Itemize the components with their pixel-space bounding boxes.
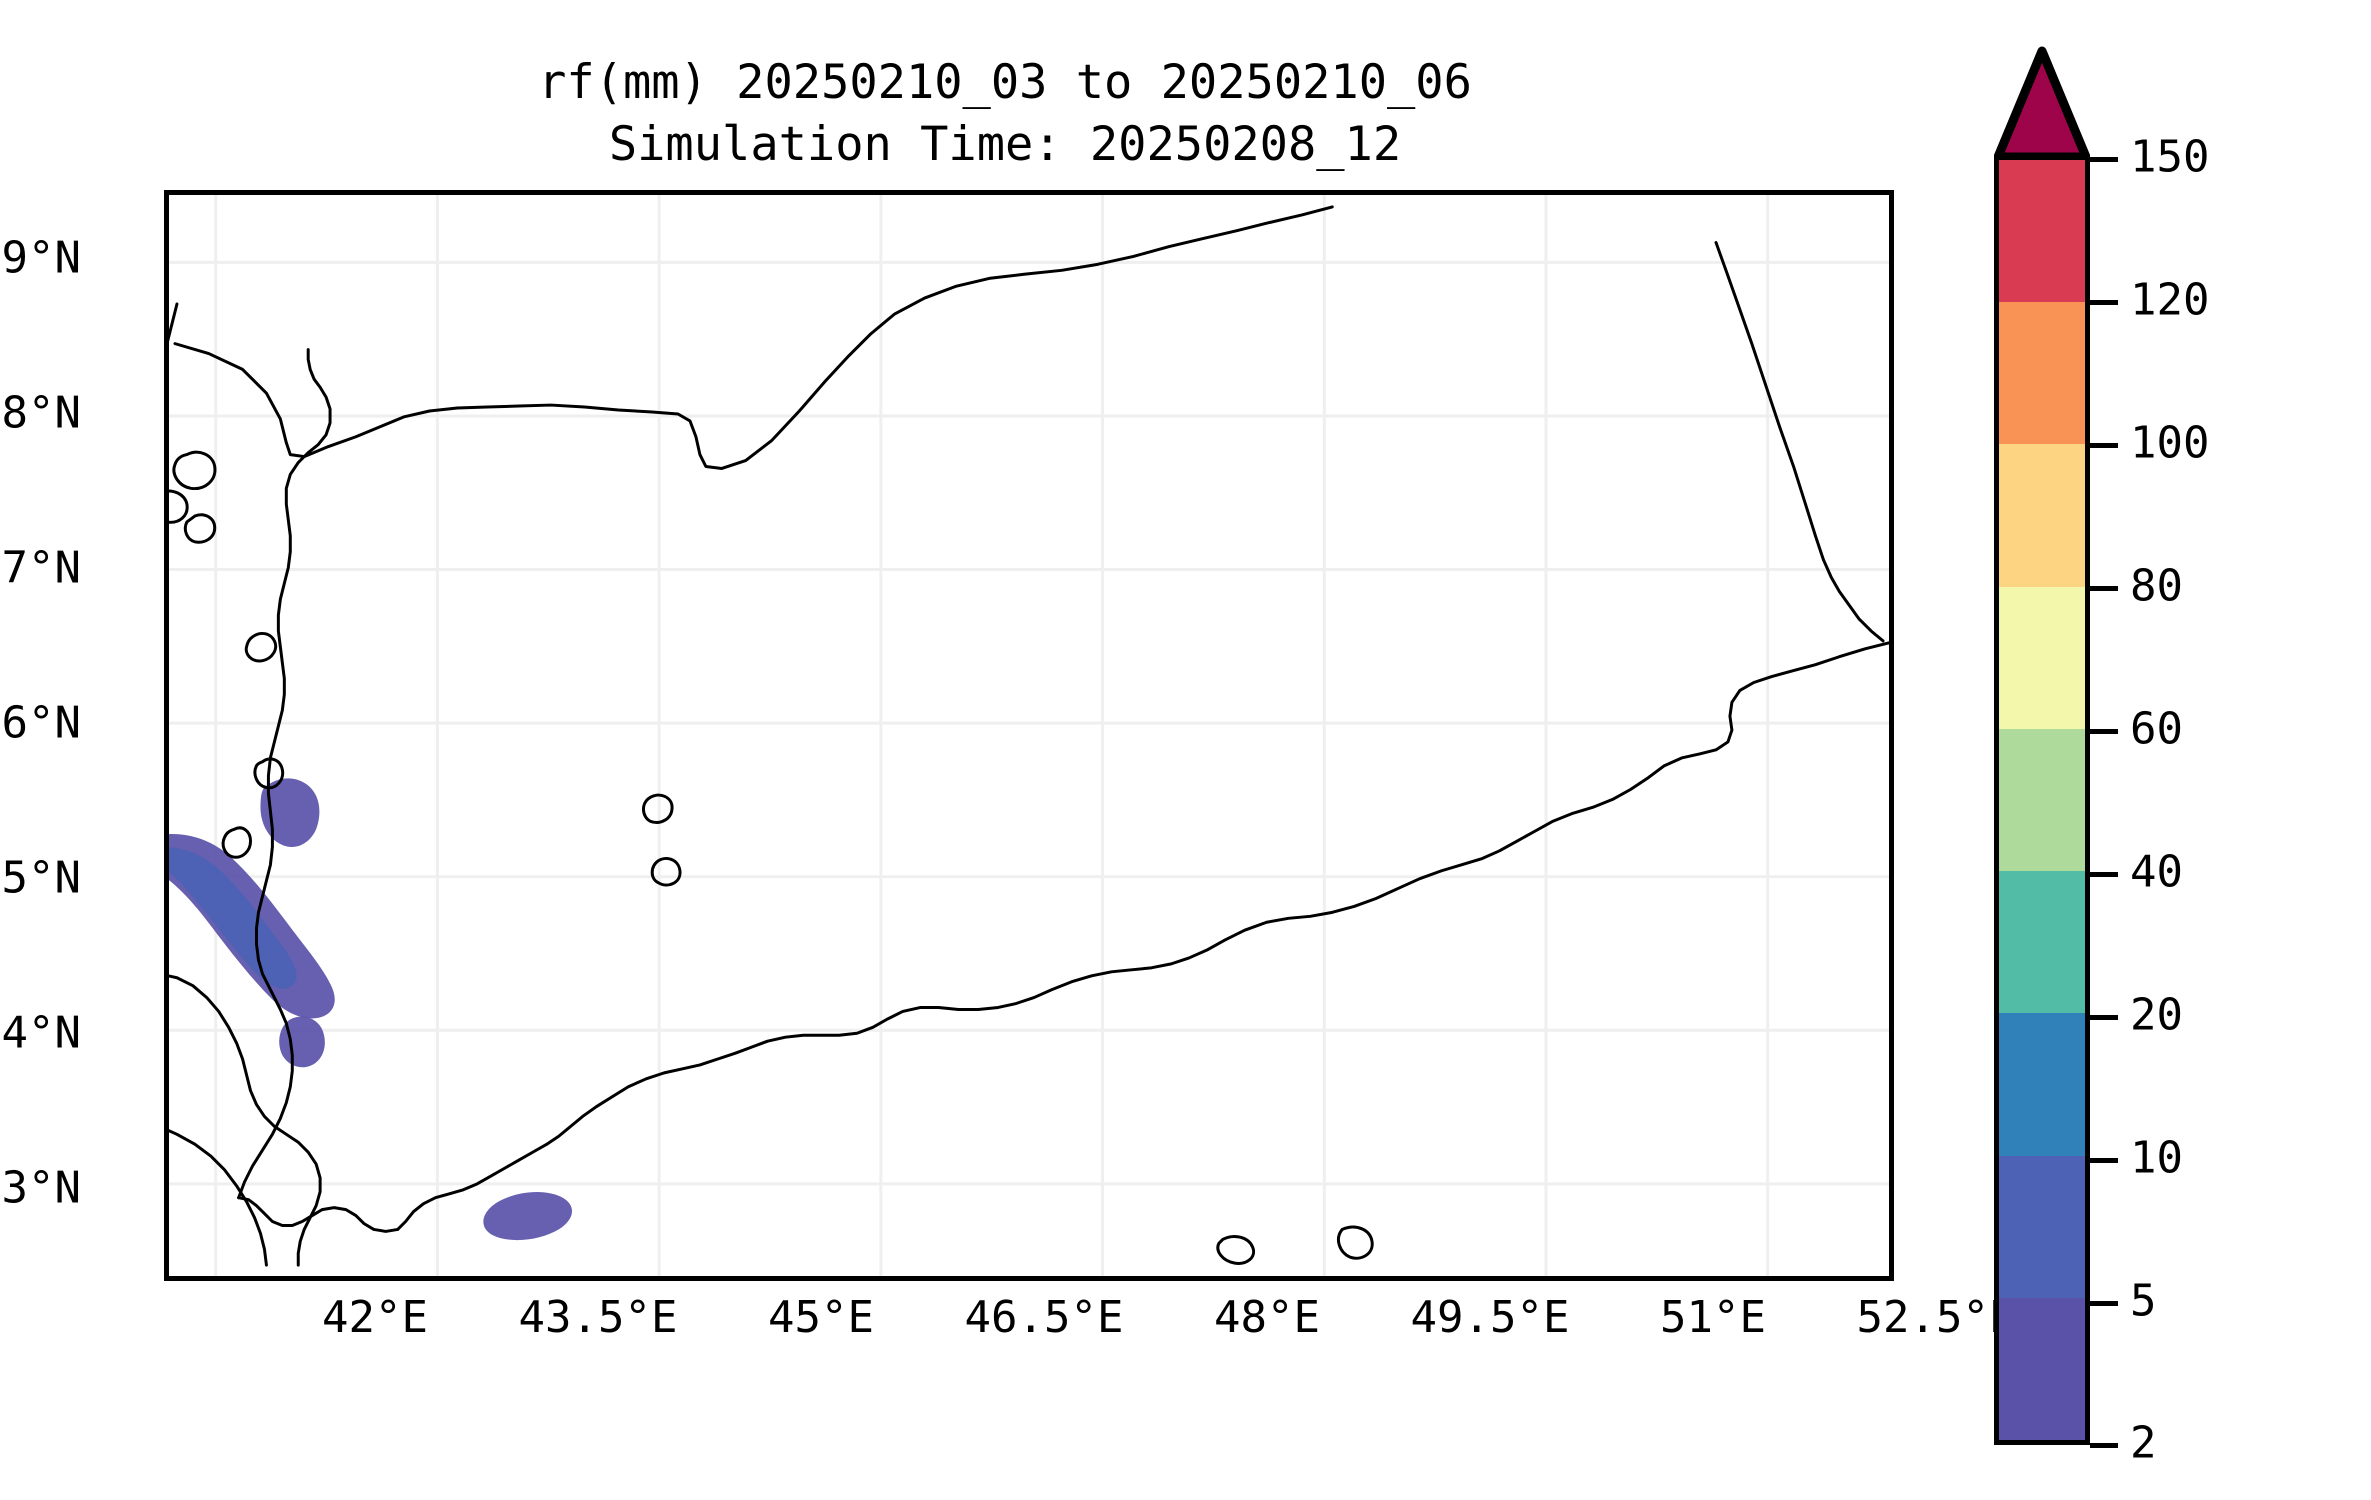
map-svg <box>169 195 1889 1276</box>
island-socotra-east <box>1337 1225 1374 1260</box>
border-yemen-north <box>173 205 1334 470</box>
coastlines-and-borders <box>169 205 1889 1267</box>
map-plot-area <box>164 190 1894 1281</box>
map-clip <box>169 195 1889 1276</box>
y-tick-label: 19°N <box>0 232 81 284</box>
y-tick-label: 13°N <box>0 1162 81 1214</box>
colorbar-tick-label: 60 <box>2130 703 2183 755</box>
colorbar-band-20-40 <box>1999 871 2085 1014</box>
colorbar-band-120-150 <box>1999 160 2085 303</box>
colorbar-band-80-100 <box>1999 444 2085 587</box>
title-line-2: Simulation Time: 20250208_12 <box>608 117 1402 172</box>
island-dahlak-3 <box>183 513 217 544</box>
x-tick-label: 51°E <box>1660 1292 1766 1343</box>
island-mid-1 <box>642 793 674 824</box>
island-kamaran <box>244 631 278 663</box>
coastline-africa-east <box>169 974 322 1267</box>
y-tick-label: 17°N <box>0 542 81 594</box>
colorbar-band-10-20 <box>1999 1013 2085 1156</box>
x-tick-label: 45°E <box>768 1292 874 1343</box>
y-tick-label: 16°N <box>0 697 81 749</box>
coastline-africa-nw <box>169 302 179 342</box>
colorbar-tick-label: 80 <box>2130 560 2183 612</box>
border-africa-inland <box>169 1129 268 1267</box>
colorbar-tick-mark <box>2090 1443 2118 1448</box>
colorbar-tick-mark <box>2090 1301 2118 1306</box>
colorbar-tick-mark <box>2090 1158 2118 1163</box>
colorbar-band-100-120 <box>1999 302 2085 445</box>
x-tick-label: 49.5°E <box>1410 1292 1570 1343</box>
colorbar-tick-label: 40 <box>2130 846 2183 898</box>
y-tick-label: 18°N <box>0 387 81 439</box>
rain-patch-2-5-inland <box>260 778 320 847</box>
colorbar-band-5-10 <box>1999 1155 2085 1298</box>
border-yemen-east <box>1714 241 1885 643</box>
colorbar-tick-label: 150 <box>2130 131 2210 183</box>
colorbar-tick-mark <box>2090 157 2118 162</box>
island-socotra-west <box>1216 1235 1256 1265</box>
coastline-red-sea-yemen <box>237 348 332 1200</box>
gridlines <box>169 195 1889 1276</box>
colorbar-tick-mark <box>2090 300 2118 305</box>
x-tick-label: 46.5°E <box>964 1292 1124 1343</box>
island-mid-2 <box>650 857 682 887</box>
y-tick-label: 15°N <box>0 852 81 904</box>
colorbar-tick-mark <box>2090 1015 2118 1020</box>
x-tick-label: 48°E <box>1214 1292 1320 1343</box>
island-dahlak-1 <box>172 450 217 490</box>
colorbar-band-40-60 <box>1999 728 2085 872</box>
y-tick-label: 14°N <box>0 1007 81 1059</box>
island-hanish-1 <box>253 757 285 790</box>
colorbar-tick-mark <box>2090 443 2118 448</box>
chart-title: rf(mm) 20250210_03 to 20250210_06 Simula… <box>0 52 2010 176</box>
x-tick-label: 43.5°E <box>518 1292 678 1343</box>
title-line-1: rf(mm) 20250210_03 to 20250210_06 <box>538 55 1472 110</box>
colorbar-tick-label: 120 <box>2130 274 2210 326</box>
rain-patch-5-10-tihamah <box>169 847 297 989</box>
rain-patch-2-5-south <box>279 1016 325 1068</box>
x-tick-label: 42°E <box>322 1292 428 1343</box>
colorbar-extend-arrow-icon <box>1994 46 2090 162</box>
island-hanish-2 <box>221 826 253 859</box>
colorbar-tick-mark <box>2090 872 2118 877</box>
coastline-south <box>396 641 1889 1231</box>
colorbar-band-60-80 <box>1999 586 2085 729</box>
colorbar-tick-label: 10 <box>2130 1132 2183 1184</box>
colorbar-tick-mark <box>2090 729 2118 734</box>
colorbar-tick-label: 2 <box>2130 1417 2157 1469</box>
colorbar-tick-mark <box>2090 586 2118 591</box>
island-dahlak-2 <box>169 489 189 524</box>
colorbar-bands <box>1994 155 2090 1445</box>
x-tick-label: 52.5°E <box>1856 1292 2016 1343</box>
colorbar-tick-label: 5 <box>2130 1275 2157 1327</box>
colorbar-tick-label: 100 <box>2130 417 2210 469</box>
precipitation-field <box>169 778 573 1241</box>
rain-patch-2-5-aden <box>483 1192 573 1241</box>
colorbar: 150 120 100 80 60 40 20 10 5 2 <box>1994 45 2209 1469</box>
colorbar-band-2-5 <box>1999 1297 2085 1440</box>
colorbar-tick-label: 20 <box>2130 989 2183 1041</box>
